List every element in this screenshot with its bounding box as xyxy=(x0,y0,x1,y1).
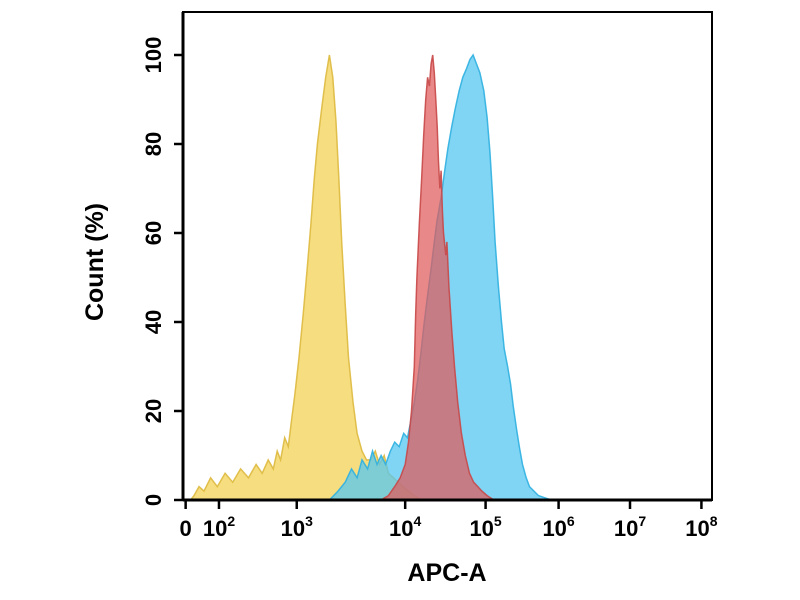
series-layer xyxy=(190,53,552,501)
series-area-red-histogram xyxy=(381,55,494,500)
x-axis-title: APC-A xyxy=(407,559,486,587)
y-tick-label-100: 100 xyxy=(141,37,166,74)
axes-layer: 0 20 40 60 80 100 0 102 103 104 105 106 107 108 xyxy=(141,11,718,541)
y-tick-label-40: 40 xyxy=(141,310,166,334)
x-tick-label-10^5: 105 xyxy=(469,513,501,541)
series-outline-red-histogram xyxy=(380,54,495,501)
y-tick-label-60: 60 xyxy=(141,221,166,245)
y-tick-label-80: 80 xyxy=(141,132,166,156)
x-tick-label-10^4: 104 xyxy=(389,513,421,541)
x-tick-label-10^6: 106 xyxy=(542,513,574,541)
x-tick-label-10^3: 103 xyxy=(281,513,313,541)
y-tick-label-20: 20 xyxy=(141,399,166,423)
x-tick-label-10^8: 108 xyxy=(685,513,717,541)
series-outline-blue-histogram xyxy=(328,53,552,501)
series-area-yellow-histogram xyxy=(190,55,422,500)
x-tick-label-10^2: 102 xyxy=(203,513,235,541)
y-tick-label-0: 0 xyxy=(141,494,166,506)
y-axis-title: Count (%) xyxy=(81,203,109,321)
x-tick-label-10^7: 107 xyxy=(614,513,646,541)
x-tick-label-0: 0 xyxy=(180,516,192,541)
